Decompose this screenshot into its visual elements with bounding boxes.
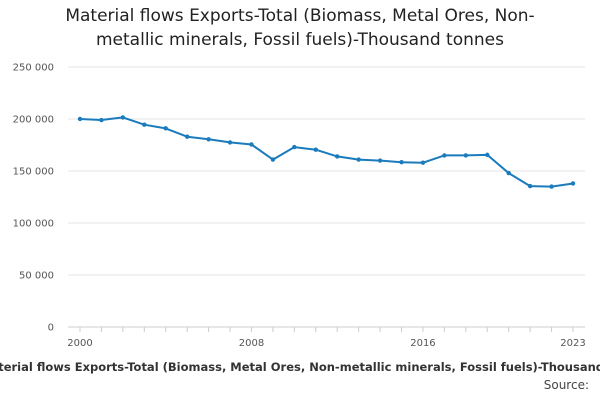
data-point xyxy=(270,157,276,162)
x-tick-label: 2023 xyxy=(560,338,585,349)
chart-caption: Material flows Exports-Total (Biomass, M… xyxy=(0,360,600,374)
y-tick-label: 250 000 xyxy=(13,63,54,74)
y-tick-label: 150 000 xyxy=(13,167,54,178)
data-point xyxy=(377,158,383,163)
chart-title-line-1: Material flows Exports-Total (Biomass, M… xyxy=(65,6,535,26)
data-point xyxy=(485,152,490,158)
data-point xyxy=(163,126,168,131)
chart-title: Material flows Exports-Total (Biomass, M… xyxy=(0,4,600,52)
data-point xyxy=(335,154,340,159)
source-label: Source: xyxy=(543,378,589,392)
x-axis: 2000 2008 2016 2023 xyxy=(67,326,586,349)
data-point xyxy=(120,115,126,120)
data-point xyxy=(570,181,576,186)
chart-title-line-2: metallic minerals, Fossil fuels)-Thousan… xyxy=(96,30,504,50)
data-point xyxy=(184,134,190,139)
data-point xyxy=(313,147,318,152)
data-point xyxy=(463,153,469,158)
data-point xyxy=(442,153,447,158)
y-tick-label: 50 000 xyxy=(19,271,54,282)
data-point xyxy=(549,184,554,189)
x-tick-label: 2016 xyxy=(410,338,435,349)
data-point xyxy=(527,183,533,189)
data-point xyxy=(99,117,104,123)
y-axis-ticks: 0 50 000 100 000 150 000 200 000 250 000 xyxy=(13,63,54,334)
data-point xyxy=(206,137,211,142)
y-tick-label: 100 000 xyxy=(13,219,54,230)
data-point xyxy=(142,122,147,127)
gridlines xyxy=(68,66,585,276)
data-point xyxy=(227,140,233,145)
data-point xyxy=(506,170,511,176)
chart-caption-text: Material flows Exports-Total (Biomass, M… xyxy=(0,360,600,374)
data-point xyxy=(249,142,254,147)
data-point xyxy=(356,157,361,162)
x-tick-label: 2000 xyxy=(67,338,92,349)
data-point xyxy=(77,116,83,122)
y-tick-label: 200 000 xyxy=(13,115,54,126)
data-point xyxy=(292,144,297,150)
y-tick-label: 0 xyxy=(48,323,54,334)
series-line xyxy=(79,116,574,188)
data-point xyxy=(399,159,404,165)
x-tick-label: 2008 xyxy=(239,338,264,349)
data-series xyxy=(77,115,576,189)
data-point xyxy=(420,160,426,165)
